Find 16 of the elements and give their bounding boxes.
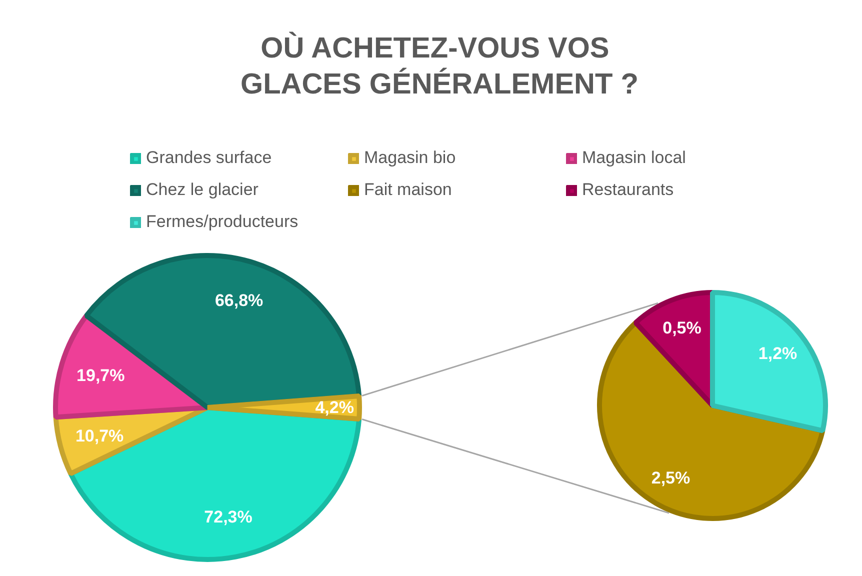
data-label: 4,2% (315, 398, 354, 417)
data-label: 2,5% (651, 468, 690, 488)
legend-label: Magasin local (582, 148, 687, 168)
data-label: 1,2% (758, 344, 798, 363)
legend-label: Chez le glacier (146, 180, 260, 200)
data-label: 66,8% (214, 290, 264, 310)
data-label: 0,5% (662, 318, 702, 338)
data-label: 72,3% (204, 508, 252, 527)
legend-label: Magasin bio (364, 148, 457, 168)
data-label: 10,7% (75, 426, 124, 446)
legend-label: Fermes/producteurs (146, 212, 300, 232)
legend-label: Grandes surface (146, 148, 273, 168)
data-label: 19,7% (76, 366, 125, 385)
legend-label: Restaurants (582, 180, 675, 200)
legend-label: Fait maison (364, 180, 453, 200)
chart-title: OÙ ACHETEZ-VOUS VOS GLACES GÉNÉRALEMENT ? (240, 32, 638, 100)
